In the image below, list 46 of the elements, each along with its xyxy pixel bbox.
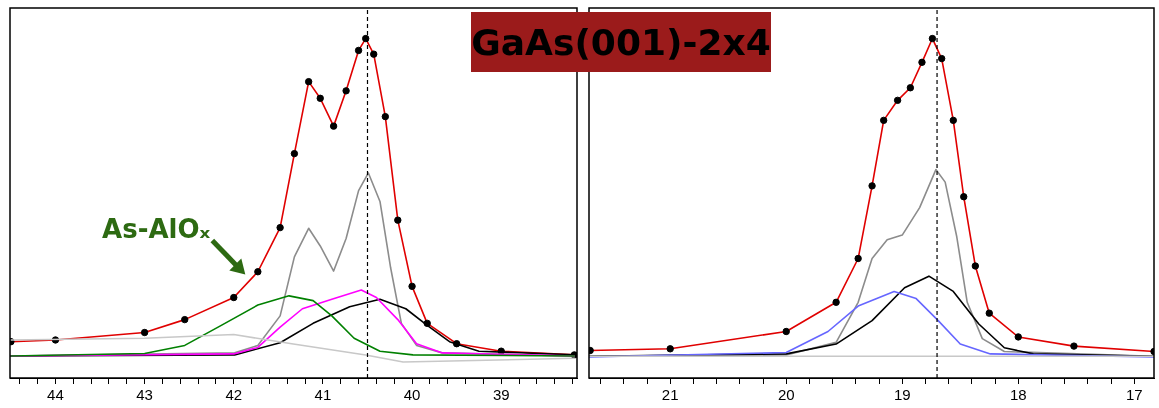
- point: [370, 50, 378, 58]
- point: [854, 254, 862, 263]
- point: [381, 112, 390, 121]
- point: [832, 298, 840, 306]
- x-tick-label: 18: [1009, 386, 1027, 404]
- point: [879, 116, 888, 125]
- x-tick-label: 20: [777, 386, 795, 404]
- x-tick-label: 21: [661, 386, 679, 404]
- point: [960, 193, 968, 201]
- point: [290, 149, 299, 158]
- point: [316, 94, 324, 102]
- x-tick-label: 43: [136, 386, 153, 404]
- x-tick-label: 17: [1125, 386, 1143, 404]
- chart-title: GaAs(001)-2x4: [471, 12, 771, 72]
- point: [782, 327, 790, 336]
- x-tick-label: 40: [403, 386, 421, 404]
- point: [394, 216, 402, 224]
- x-tick-label: 41: [314, 386, 332, 404]
- x-tick-label: 42: [225, 386, 243, 404]
- point: [362, 34, 370, 43]
- point: [181, 315, 189, 324]
- point: [937, 54, 946, 63]
- x-tick-label: 39: [492, 386, 510, 404]
- point: [140, 328, 149, 337]
- point: [1070, 342, 1078, 350]
- point: [918, 58, 926, 67]
- point: [906, 84, 915, 92]
- point: [949, 116, 957, 125]
- point: [304, 77, 313, 86]
- annotation: As-AlOₓ: [102, 214, 211, 245]
- point: [666, 345, 674, 353]
- point: [329, 122, 338, 130]
- x-tick-label: 19: [893, 386, 911, 404]
- point: [985, 309, 993, 317]
- point: [1014, 333, 1022, 341]
- point: [342, 87, 350, 95]
- point: [971, 262, 980, 270]
- point: [868, 182, 876, 190]
- point: [354, 46, 363, 55]
- point: [928, 34, 937, 43]
- point: [230, 293, 238, 302]
- point: [893, 96, 902, 105]
- point: [276, 223, 284, 232]
- point: [254, 268, 262, 276]
- point: [408, 282, 416, 291]
- x-tick-label: 44: [47, 386, 64, 404]
